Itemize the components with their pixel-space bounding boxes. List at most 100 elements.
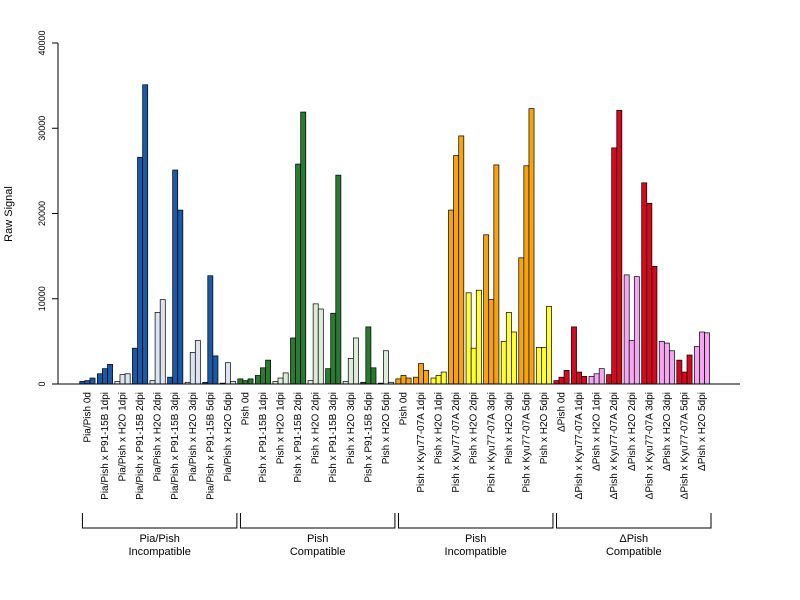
bar: [593, 373, 600, 385]
group-bracket: [239, 513, 396, 529]
x-tick-label: Pia/Pish x H2O 5dpi: [223, 392, 234, 482]
group-sublabel: Incompatible: [128, 546, 190, 558]
bar: [558, 376, 565, 385]
bar: [423, 370, 430, 385]
bar: [646, 202, 653, 385]
bar: [418, 363, 424, 385]
bar: [89, 377, 96, 385]
bar: [365, 326, 372, 385]
bar: [523, 165, 530, 385]
bar: [563, 370, 570, 385]
y-tick-label: 40000: [37, 30, 47, 55]
bar: [488, 299, 495, 385]
group-label: Pish: [307, 533, 328, 545]
bar: [535, 346, 542, 385]
bar: [658, 341, 665, 385]
bar: [132, 347, 138, 385]
bar: [189, 352, 196, 385]
bar: [177, 209, 184, 385]
bar: [669, 350, 675, 385]
group-label: Pia/Pish: [139, 533, 179, 545]
bar: [493, 164, 500, 385]
x-tick-label: Pish x H2O 1dpi: [276, 392, 287, 464]
bar: [581, 375, 588, 385]
x-tick-label: Pish x H2O 1dpi: [434, 392, 445, 464]
x-tick-labels: Pia/Pish 0d Pia/Pish x P91-15B 1dpi Pia/Pi…: [82, 392, 708, 500]
group-bracket: [397, 513, 554, 529]
bar: [699, 331, 705, 385]
bar: [247, 378, 254, 385]
bar: [588, 375, 595, 385]
x-tick-label: ΔPish x Kyu77-07A 5dpi: [679, 392, 690, 499]
bar: [300, 111, 307, 385]
bar: [237, 378, 244, 385]
bar: [395, 378, 402, 385]
bar: [458, 135, 465, 385]
x-tick-label: Pia/Pish x H2O 1dpi: [118, 392, 129, 482]
x-tick-label: ΔPish x H2O 5dpi: [697, 392, 708, 471]
bar: [606, 374, 612, 385]
bar: [435, 375, 442, 385]
group-sublabel: Compatible: [290, 546, 346, 558]
bar-series: [79, 84, 710, 385]
bar: [676, 359, 683, 385]
bar: [194, 340, 201, 385]
bar: [611, 147, 618, 385]
bar: [440, 371, 447, 385]
bar: [317, 308, 324, 385]
bar: [430, 377, 437, 385]
y-tick-label: 10000: [37, 286, 47, 311]
bar: [598, 368, 605, 385]
bar: [475, 289, 482, 385]
bar: [312, 303, 319, 385]
bar: [290, 337, 296, 385]
x-tick-label: Pish x Kyu77-07A 5dpi: [521, 392, 532, 493]
y-tick-label: 0: [37, 381, 47, 386]
bar: [255, 375, 261, 385]
bar: [149, 380, 156, 385]
bar: [277, 377, 284, 385]
x-tick-label: ΔPish x Kyu77-07A 3dpi: [644, 392, 655, 499]
bar: [137, 156, 143, 385]
bar: [518, 257, 525, 385]
bar: [528, 108, 535, 385]
bar: [212, 355, 219, 385]
bar: [282, 372, 289, 385]
bar: [353, 337, 359, 385]
bar: [686, 354, 693, 385]
bar: [107, 364, 113, 385]
bar: [119, 374, 126, 385]
x-tick-label: Pish x H2O 3dpi: [346, 392, 357, 464]
bar: [704, 332, 710, 385]
bar: [335, 174, 342, 385]
bar: [413, 376, 419, 385]
x-tick-label: Pish x H2O 2dpi: [311, 392, 322, 464]
group-bracket: [556, 513, 712, 529]
bar: [124, 373, 131, 385]
x-tick-label: Pish x Kyu77-07A 3dpi: [486, 392, 497, 493]
bar: [553, 380, 560, 385]
bar: [307, 380, 314, 385]
group-sublabel: Incompatible: [445, 546, 507, 558]
bar: [628, 340, 635, 385]
x-tick-label: Pish x H2O 5dpi: [539, 392, 550, 464]
bar: [224, 362, 231, 385]
bar: [453, 155, 460, 385]
group-label: ΔPish: [619, 533, 648, 545]
x-tick-label: Pish x P91-15B 5dpi: [363, 392, 374, 483]
x-tick-label: Pish x P91-15B 1dpi: [258, 392, 269, 483]
bar: [663, 342, 670, 385]
bar: [325, 368, 332, 385]
x-tick-label: Pish x P91-15B 2dpi: [293, 392, 304, 483]
x-tick-label: ΔPish x H2O 3dpi: [662, 392, 673, 471]
x-tick-label: ΔPish x H2O 2dpi: [627, 392, 638, 471]
x-tick-label: Pia/Pish x P91-15B 1dpi: [100, 392, 111, 500]
bar: [96, 373, 103, 385]
x-tick-label: ΔPish x H2O 1dpi: [592, 392, 603, 471]
bar: [681, 371, 688, 385]
x-tick-label: Pish x P91-15B 3dpi: [328, 392, 339, 483]
bar: [142, 84, 149, 385]
x-tick-label: Pish x H2O 2dpi: [469, 392, 480, 464]
x-tick-label: Pia/Pish x H2O 3dpi: [188, 392, 199, 482]
